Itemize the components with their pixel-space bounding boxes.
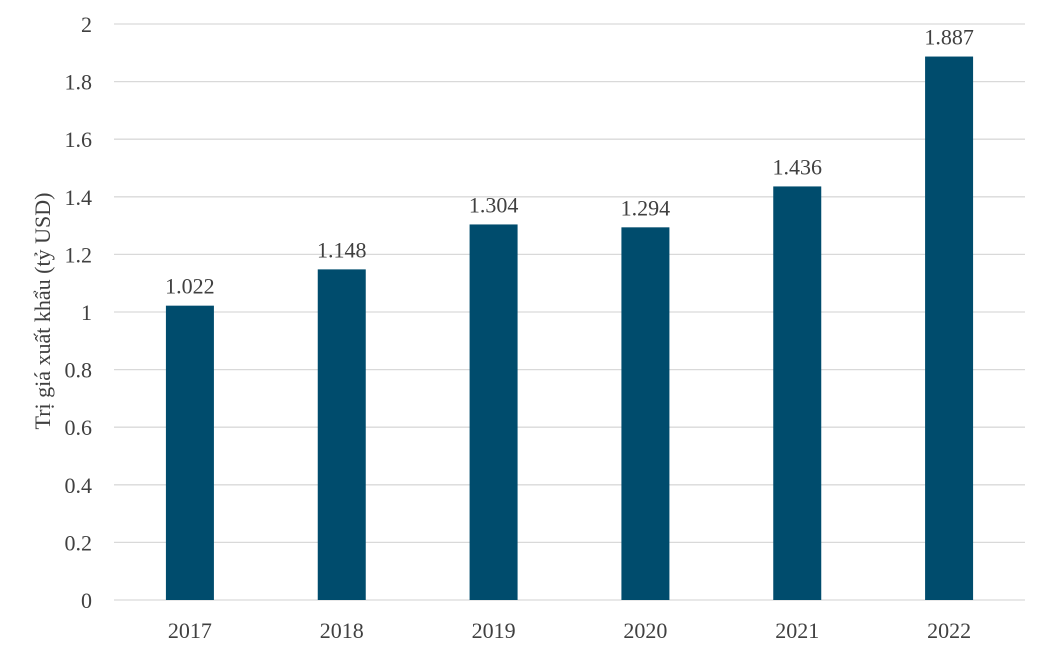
y-tick-label: 1	[81, 300, 92, 325]
bars	[165, 56, 974, 600]
bar-2021	[773, 186, 822, 600]
y-tick-label: 1.8	[65, 70, 93, 95]
bar-2017	[165, 305, 214, 600]
y-tick-label: 1.2	[65, 242, 93, 267]
x-tick-label: 2018	[320, 618, 364, 643]
y-axis-title: Trị giá xuất khẩu (tỷ USD)	[30, 193, 55, 430]
data-labels: 1.022 1.148 1.304 1.294 1.436 1.887	[165, 25, 974, 299]
gridlines	[114, 23, 1025, 601]
data-label-2018: 1.148	[317, 237, 367, 262]
x-tick-label: 2017	[168, 618, 212, 643]
y-axis-ticks: 0 0.2 0.4 0.6 0.8 1 1.2 1.4 1.6 1.8 2	[65, 12, 93, 613]
x-tick-label: 2022	[927, 618, 971, 643]
x-tick-label: 2020	[623, 618, 667, 643]
data-label-2022: 1.887	[924, 25, 974, 50]
data-label-2020: 1.294	[621, 195, 671, 220]
data-label-2017: 1.022	[165, 274, 215, 299]
x-axis-ticks: 2017 2018 2019 2020 2021 2022	[168, 618, 971, 643]
y-tick-label: 2	[81, 12, 92, 37]
x-tick-label: 2019	[472, 618, 516, 643]
data-label-2019: 1.304	[469, 192, 519, 217]
bar-2018	[317, 269, 366, 600]
bar-2022	[925, 56, 974, 600]
data-label-2021: 1.436	[773, 154, 823, 179]
y-tick-label: 1.4	[65, 185, 93, 210]
x-tick-label: 2021	[775, 618, 819, 643]
y-tick-label: 1.6	[65, 127, 93, 152]
y-tick-label: 0.8	[65, 358, 93, 383]
bar-2019	[469, 224, 518, 600]
y-tick-label: 0.6	[65, 415, 93, 440]
y-tick-label: 0.2	[65, 530, 93, 555]
y-tick-label: 0	[81, 588, 92, 613]
y-tick-label: 0.4	[65, 473, 93, 498]
bar-2020	[621, 227, 670, 600]
